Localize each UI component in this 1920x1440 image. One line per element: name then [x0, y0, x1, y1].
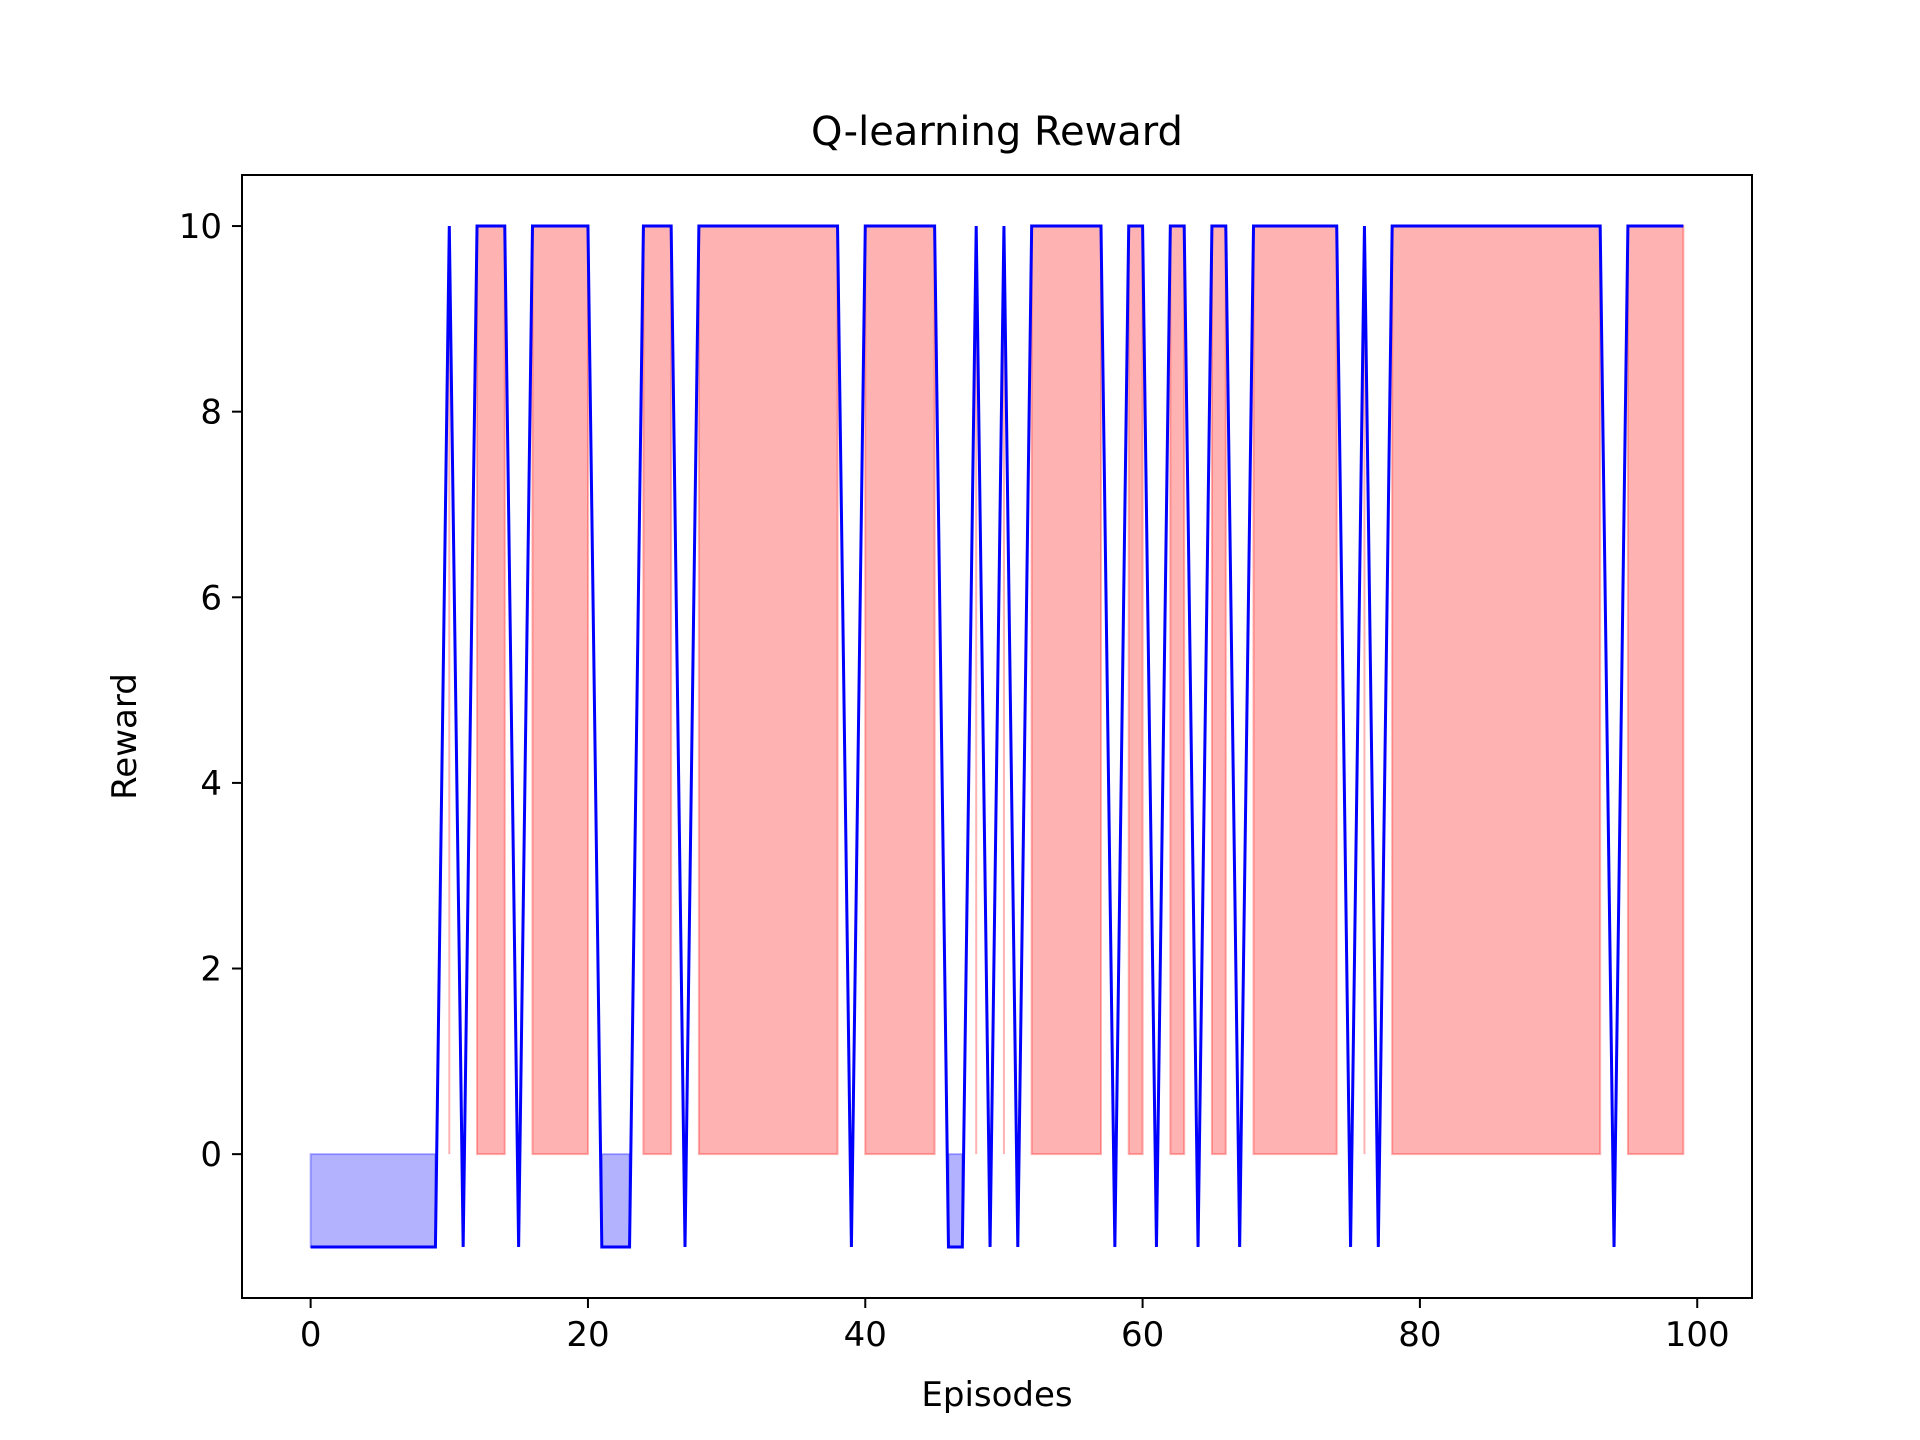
positive-fill-area-9 [1127, 225, 1144, 1156]
y-tick-label: 10 [179, 207, 222, 247]
positive-fill-area-8 [1030, 225, 1102, 1156]
y-tick-label: 2 [200, 950, 222, 990]
negative-fill-area-0 [309, 1153, 437, 1248]
x-tick-label: 100 [1665, 1315, 1730, 1355]
positive-fill-area-2 [531, 225, 589, 1156]
reward-line [310, 224, 1684, 1249]
chart-title: Q-learning Reward [811, 109, 1183, 155]
fill-areas [309, 225, 1685, 1248]
positive-fill-area-1 [476, 225, 506, 1156]
positive-fill-area-12 [1252, 225, 1338, 1156]
y-tick-label: 0 [200, 1135, 222, 1175]
y-axis-ticks: 0 2 4 6 8 10 [179, 207, 242, 1175]
x-axis-title: Episodes [921, 1375, 1072, 1415]
x-tick-label: 40 [844, 1315, 887, 1355]
positive-fill-area-11 [1210, 225, 1227, 1156]
plot-frame [241, 174, 1753, 1299]
y-tick-label: 4 [200, 764, 222, 804]
positive-fill-area-14 [1391, 225, 1602, 1156]
series-layer [310, 224, 1684, 1249]
positive-fill-area-10 [1169, 225, 1186, 1156]
y-tick-label: 8 [200, 393, 222, 433]
y-axis-title: Reward [105, 673, 145, 800]
negative-fill-area-3 [600, 1153, 631, 1248]
x-axis-ticks: 0 20 40 60 80 100 [300, 1298, 1730, 1355]
positive-fill-area-15 [1626, 225, 1685, 1156]
negative-fill-area-6 [947, 1153, 964, 1248]
x-tick-label: 20 [566, 1315, 609, 1355]
x-tick-label: 80 [1398, 1315, 1441, 1355]
x-tick-label: 0 [300, 1315, 322, 1355]
x-tick-label: 60 [1121, 1315, 1164, 1355]
positive-fill-area-4 [697, 225, 839, 1156]
positive-fill-area-3 [642, 225, 673, 1156]
positive-fill-area-5 [864, 225, 936, 1156]
y-tick-label: 6 [200, 578, 222, 618]
